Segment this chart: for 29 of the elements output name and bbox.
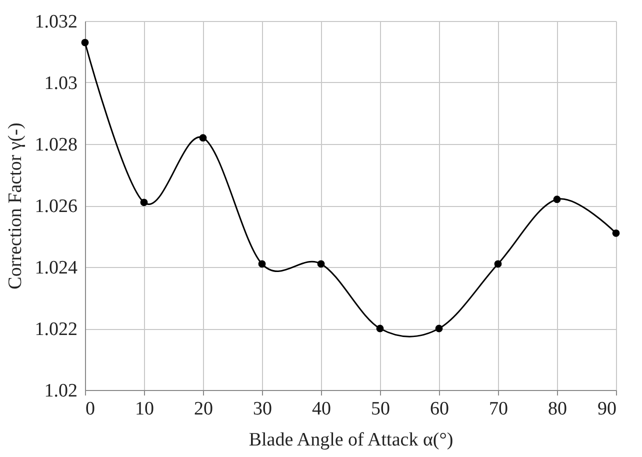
y-tick-label: 1.02: [44, 380, 78, 402]
x-tick-label: 40: [312, 398, 331, 420]
x-tick-label: 60: [430, 398, 449, 420]
y-tick-label: 1.032: [34, 12, 78, 32]
point: [376, 324, 384, 332]
point: [317, 260, 325, 268]
y-tick-label: 1.028: [34, 134, 78, 156]
x-tick-label: 20: [194, 398, 213, 420]
y-tick-label: 1.022: [34, 319, 78, 340]
point: [612, 229, 620, 237]
x-axis-title: Blade Angle of Attack α(°): [248, 430, 454, 450]
x-tick-label: 30: [253, 398, 272, 420]
point: [553, 196, 561, 204]
point: [494, 260, 502, 268]
x-tick-label: 70: [489, 398, 508, 420]
y-tick-label: 1.03: [44, 73, 78, 94]
point: [81, 38, 89, 46]
y-tick-label: 1.026: [34, 196, 78, 217]
x-tick-label: 0: [86, 398, 95, 420]
point: [258, 260, 266, 268]
x-tick-label: 50: [371, 398, 390, 420]
x-tick-label: 10: [135, 398, 154, 420]
point: [199, 134, 207, 142]
y-axis-title: Correction Factor γ(-): [4, 122, 26, 290]
y-tick-label: 1.024: [34, 258, 78, 278]
x-tick-label: 80: [548, 398, 567, 420]
x-tick-label: 90: [598, 398, 616, 420]
point: [435, 324, 443, 332]
point: [140, 198, 148, 206]
